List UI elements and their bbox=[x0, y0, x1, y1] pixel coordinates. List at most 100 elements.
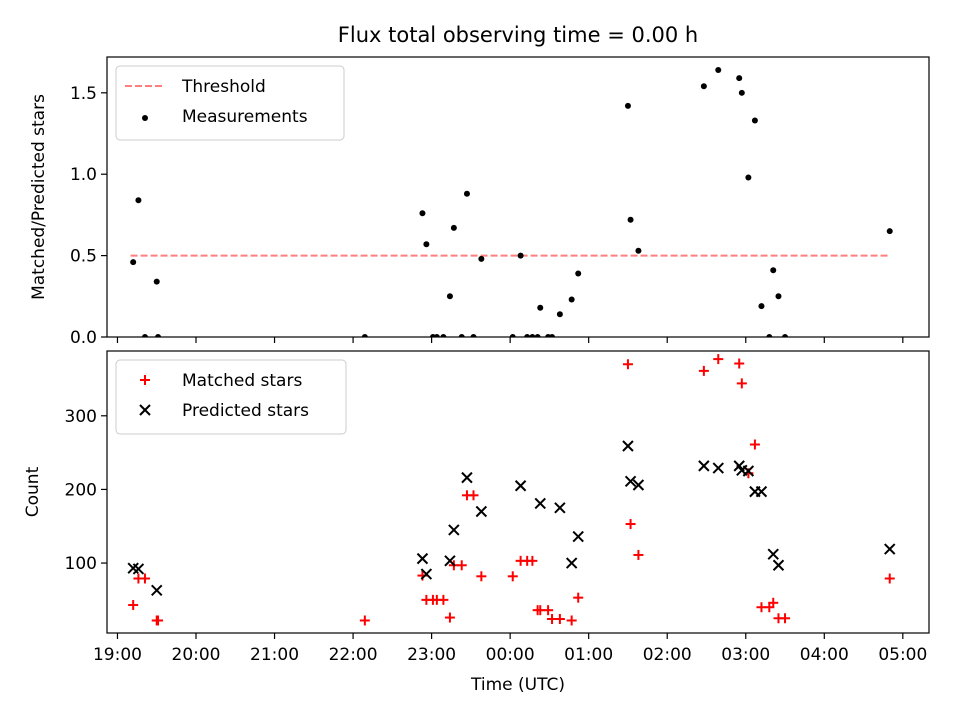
data-point bbox=[772, 559, 785, 571]
data-point bbox=[713, 354, 724, 365]
marker-stroke bbox=[565, 557, 578, 569]
data-point bbox=[622, 359, 633, 370]
data-point bbox=[433, 334, 440, 337]
legend: Matched stars Predicted stars bbox=[115, 359, 347, 435]
marker-stroke bbox=[416, 552, 429, 565]
data-point bbox=[884, 543, 896, 555]
marker-stroke bbox=[461, 471, 473, 484]
data-point bbox=[478, 255, 485, 262]
x-tick-label: 22:00 bbox=[329, 645, 378, 665]
data-point bbox=[450, 224, 457, 231]
marker-stroke bbox=[698, 460, 710, 472]
data-point bbox=[476, 571, 487, 582]
data-point bbox=[416, 552, 429, 565]
y-tick-label: 0.0 bbox=[70, 328, 97, 348]
x-tick-label: 23:00 bbox=[407, 645, 456, 665]
plot-area bbox=[130, 67, 893, 337]
data-point bbox=[155, 334, 162, 337]
data-point bbox=[543, 605, 554, 616]
data-point bbox=[549, 334, 556, 337]
data-point bbox=[139, 573, 150, 584]
marker-stroke bbox=[742, 465, 755, 477]
data-point bbox=[624, 102, 631, 109]
marker-stroke bbox=[755, 485, 768, 498]
data-point bbox=[738, 89, 745, 96]
x-axis-label: Time (UTC) bbox=[470, 675, 565, 695]
marker-stroke bbox=[534, 497, 546, 510]
marker-stroke bbox=[139, 404, 151, 416]
legend-label: Threshold bbox=[181, 77, 266, 97]
y-tick-label: 1.0 bbox=[70, 165, 97, 185]
data-point bbox=[135, 197, 142, 204]
data-point bbox=[529, 334, 536, 337]
data-point bbox=[361, 334, 368, 337]
x-tick-label: 00:00 bbox=[486, 645, 535, 665]
data-point bbox=[635, 247, 642, 254]
series-predicted-stars bbox=[127, 440, 896, 597]
data-point bbox=[423, 241, 430, 248]
marker-stroke bbox=[772, 559, 785, 571]
data-point bbox=[419, 210, 426, 217]
data-point bbox=[475, 505, 488, 518]
data-point bbox=[566, 615, 577, 626]
marker-stroke bbox=[448, 524, 460, 536]
marker-stroke bbox=[132, 563, 145, 575]
data-point bbox=[715, 67, 722, 74]
marker-stroke bbox=[151, 584, 163, 597]
data-point bbox=[742, 465, 755, 477]
x-tick-label: 20:00 bbox=[172, 645, 221, 665]
data-point bbox=[507, 571, 518, 582]
marker-stroke bbox=[475, 505, 488, 518]
data-point bbox=[712, 462, 724, 474]
marker-stroke bbox=[622, 440, 634, 452]
data-point bbox=[775, 293, 782, 300]
legend-entry: Threshold bbox=[125, 77, 266, 97]
legend-frame bbox=[115, 65, 345, 141]
x-tick-label: 05:00 bbox=[878, 645, 927, 665]
data-point bbox=[766, 334, 773, 337]
marker-stroke bbox=[514, 480, 527, 492]
y-tick-label: 200 bbox=[65, 480, 97, 500]
data-point bbox=[556, 311, 563, 318]
chart-title: Flux total observing time = 0.00 h bbox=[338, 23, 698, 47]
plot-area bbox=[127, 354, 896, 626]
marker-stroke bbox=[767, 548, 779, 560]
data-point bbox=[444, 555, 456, 567]
legend-entry: Measurements bbox=[142, 107, 308, 127]
marker-stroke bbox=[632, 479, 645, 491]
legend-swatch bbox=[139, 404, 151, 416]
data-point bbox=[573, 592, 584, 603]
star-count-panel: 100 200 300 19:00 20:00 21:00 22:00 23:00 00:00 0… bbox=[23, 350, 930, 695]
marker-stroke bbox=[712, 462, 724, 474]
y-axis-label: Count bbox=[23, 466, 43, 517]
data-point bbox=[622, 440, 634, 452]
data-point bbox=[141, 334, 148, 337]
x-tick-label: 21:00 bbox=[250, 645, 299, 665]
data-point bbox=[458, 334, 465, 337]
marker-stroke bbox=[554, 502, 566, 514]
data-point bbox=[151, 584, 163, 597]
data-point bbox=[568, 296, 575, 303]
series-measurements bbox=[130, 67, 893, 337]
data-point bbox=[736, 378, 747, 389]
x-tick-label: 03:00 bbox=[721, 645, 770, 665]
legend: Threshold Measurements bbox=[115, 65, 345, 141]
data-point bbox=[768, 597, 779, 608]
legend-entry: Matched stars bbox=[140, 371, 302, 391]
y-tick-label: 300 bbox=[65, 407, 97, 427]
data-point bbox=[537, 304, 544, 311]
data-point bbox=[359, 615, 370, 626]
data-point bbox=[534, 334, 541, 337]
y-axis-label: Matched/Predicted stars bbox=[29, 94, 49, 300]
data-point bbox=[440, 334, 447, 337]
data-point bbox=[745, 174, 752, 181]
data-point bbox=[758, 303, 765, 310]
data-point bbox=[770, 267, 777, 274]
data-point bbox=[130, 259, 137, 266]
data-point bbox=[625, 519, 636, 530]
legend-label: Matched stars bbox=[182, 371, 302, 391]
data-point bbox=[698, 365, 709, 376]
data-point bbox=[128, 600, 139, 611]
data-point bbox=[446, 293, 453, 300]
